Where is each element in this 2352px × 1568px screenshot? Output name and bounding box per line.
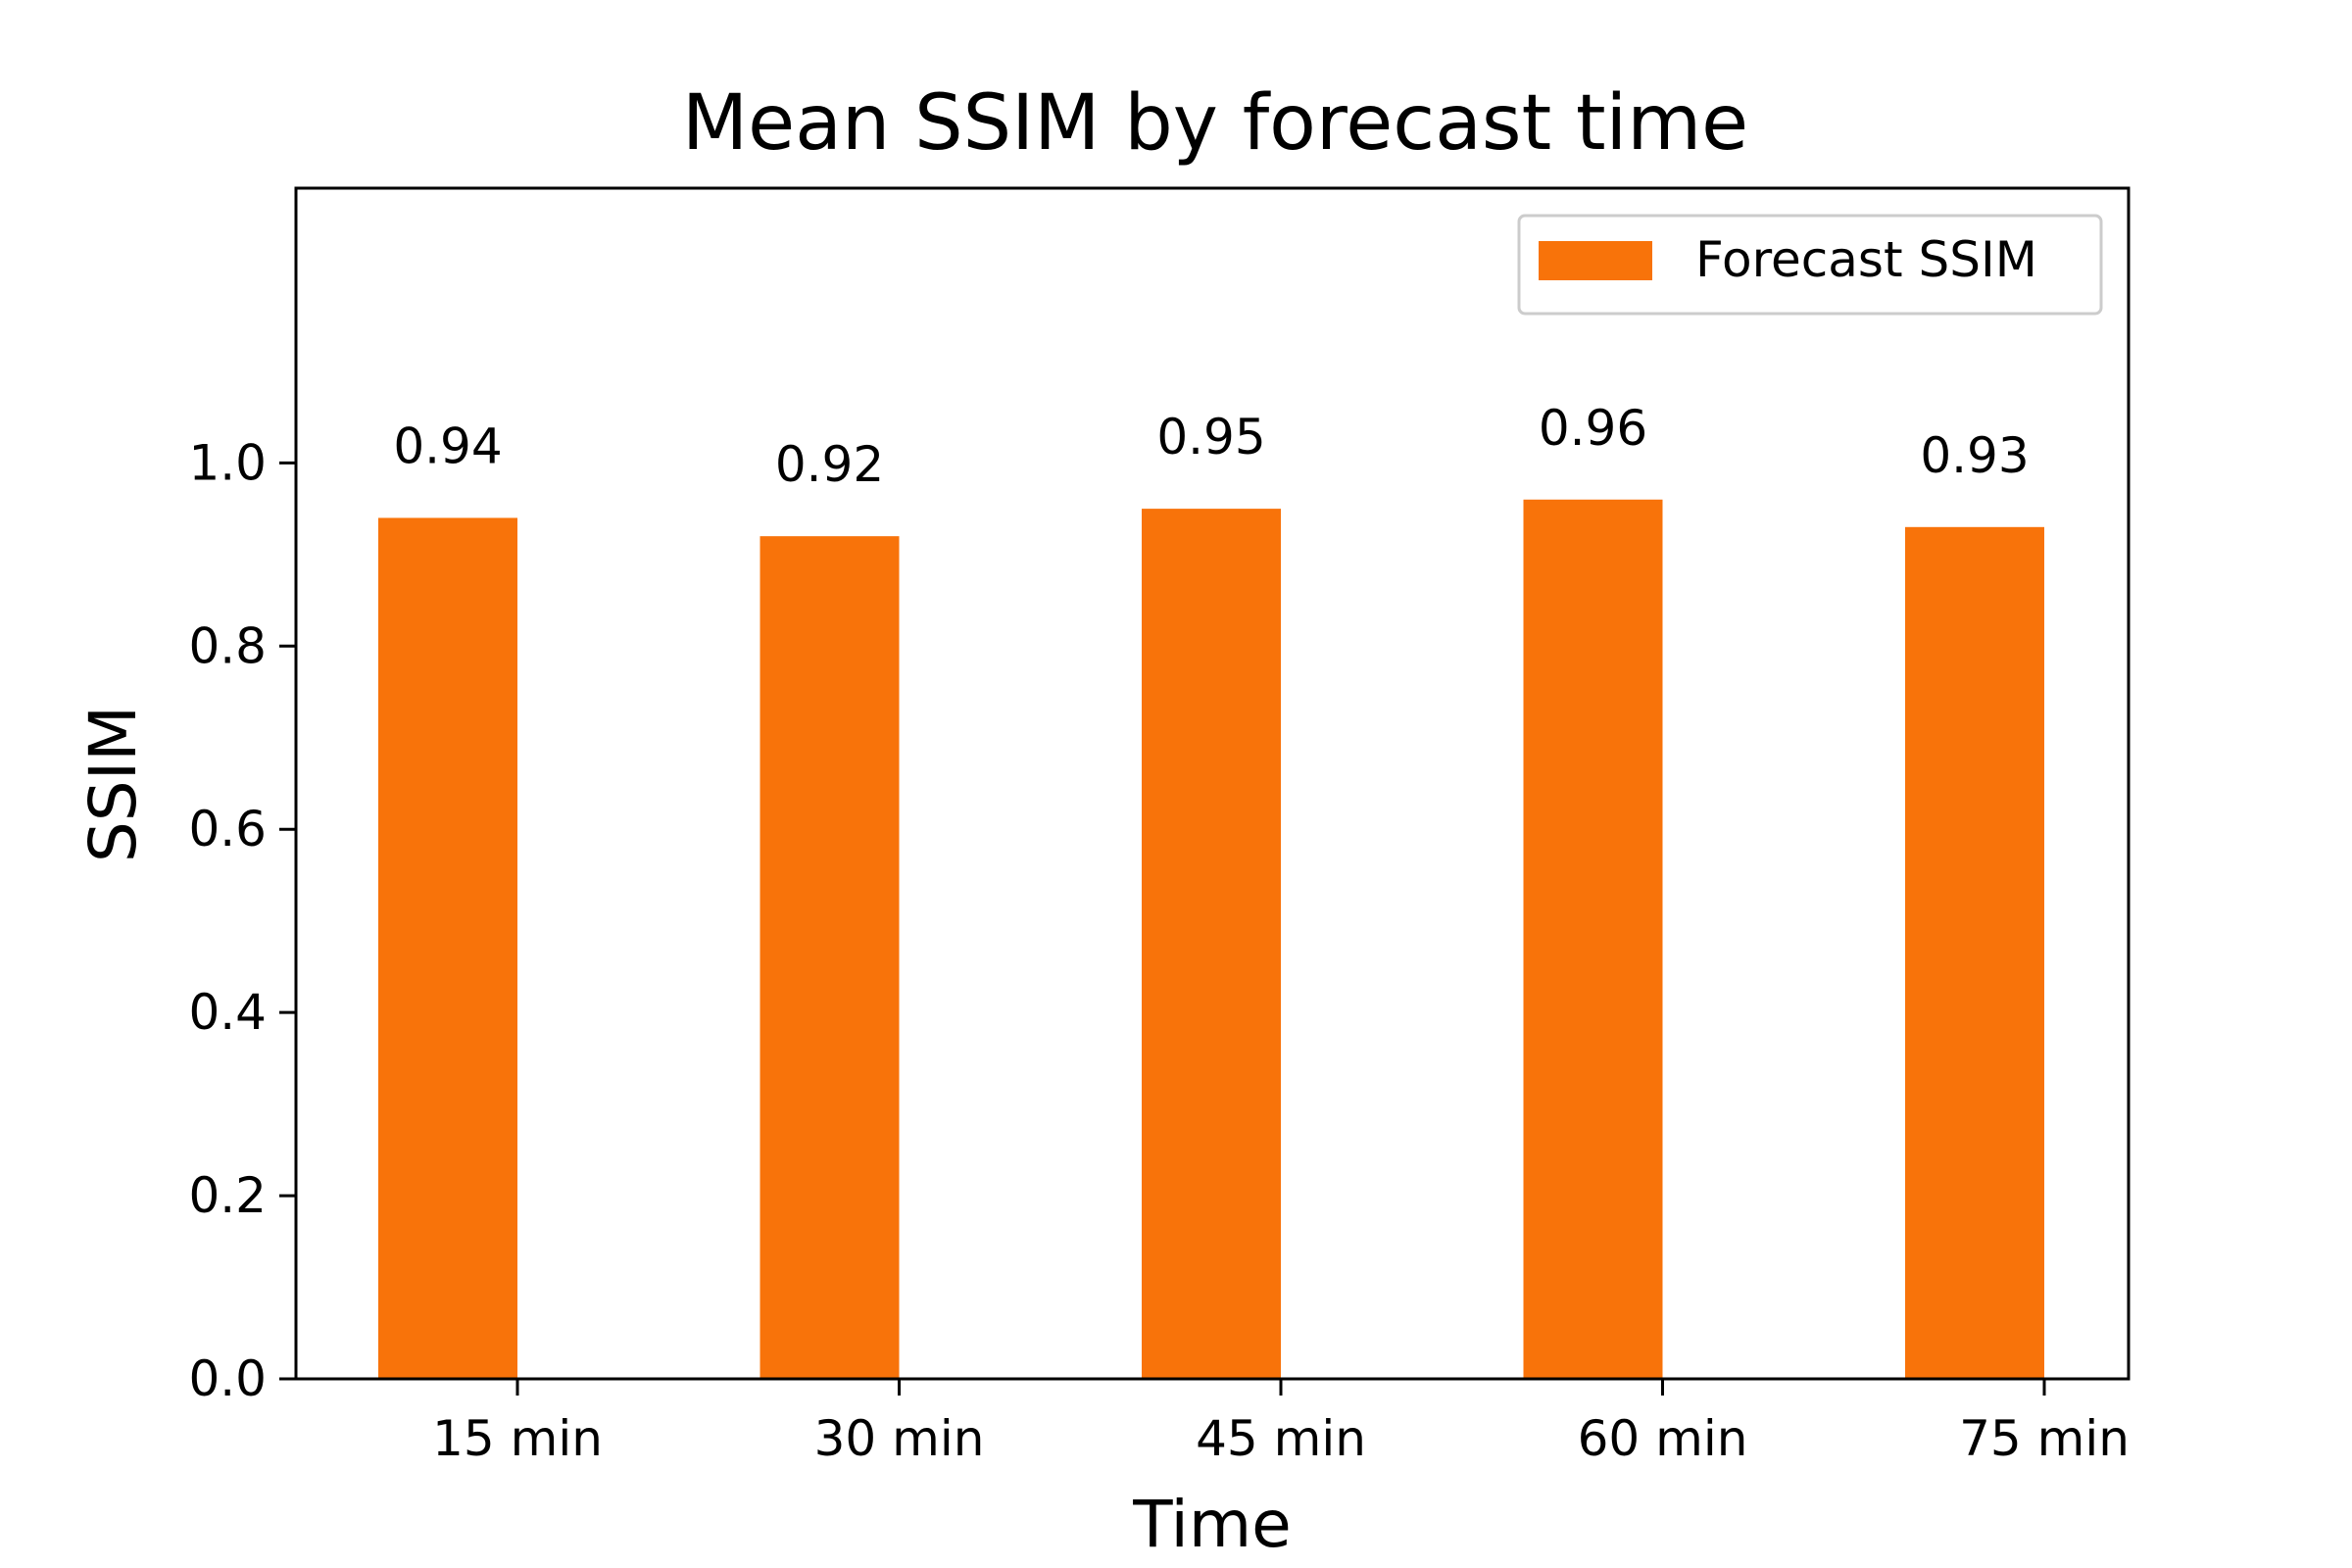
data-label: 0.95 [1156, 409, 1265, 466]
data-label: 0.93 [1920, 427, 2029, 484]
legend-label: Forecast SSIM [1695, 231, 2037, 288]
y-axis: 0.0 0.2 0.4 0.6 0.8 1.0 [188, 434, 296, 1407]
x-axis-label: Time [1132, 1487, 1292, 1562]
y-axis-label: SSIM [75, 706, 151, 862]
bar-60-min [1523, 499, 1663, 1379]
bars-layer [378, 499, 2044, 1379]
y-tick-label: 0.4 [188, 984, 267, 1041]
y-tick-label: 0.8 [188, 617, 267, 674]
x-tick-label: 75 min [1959, 1410, 2130, 1467]
bar-45-min [1142, 509, 1281, 1379]
legend-box [1517, 214, 2103, 316]
y-tick-label: 0.6 [188, 801, 267, 858]
legend-swatch [1539, 241, 1652, 280]
legend: Forecast SSIM [1517, 214, 2103, 316]
data-labels-layer: 0.94 0.92 0.95 0.96 0.93 [393, 400, 2029, 493]
x-tick-label: 45 min [1196, 1410, 1366, 1467]
plot-area-frame [294, 186, 2131, 1381]
y-tick-label: 0.0 [188, 1350, 267, 1407]
x-tick-label: 30 min [814, 1410, 985, 1467]
data-label: 0.96 [1539, 400, 1647, 457]
data-label: 0.92 [775, 436, 884, 493]
bar-15-min [378, 517, 517, 1379]
bar-30-min [760, 536, 900, 1379]
y-tick-label: 0.2 [188, 1167, 267, 1224]
bar-75-min [1905, 526, 2044, 1379]
x-axis: 15 min 30 min 45 min 60 min 75 min [432, 1379, 2130, 1467]
chart-title: Mean SSIM by forecast time [682, 79, 1748, 168]
x-tick-label: 15 min [432, 1410, 603, 1467]
x-tick-label: 60 min [1578, 1410, 1748, 1467]
data-label: 0.94 [393, 417, 502, 474]
y-tick-label: 1.0 [188, 434, 267, 491]
